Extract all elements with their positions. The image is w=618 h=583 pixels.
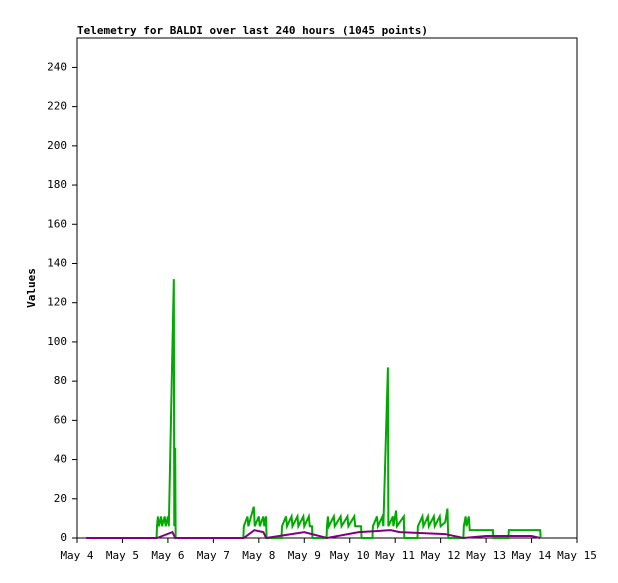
x-tick-label: May 11 (375, 549, 415, 562)
y-tick-label: 240 (47, 60, 67, 73)
x-tick-label: May 8 (242, 549, 275, 562)
y-tick-label: 120 (47, 296, 67, 309)
x-tick-label: May 7 (197, 549, 230, 562)
x-tick-label: May 13 (466, 549, 506, 562)
x-tick-label: May 6 (151, 549, 184, 562)
y-tick-label: 100 (47, 335, 67, 348)
x-tick-label: May 10 (330, 549, 370, 562)
y-tick-label: 40 (54, 453, 67, 466)
x-tick-label: May 5 (106, 549, 139, 562)
x-tick-label: May 12 (421, 549, 461, 562)
x-tick-label: May 14 (512, 549, 552, 562)
series-line (86, 279, 542, 539)
x-tick-label: May 4 (60, 549, 93, 562)
x-tick-label: May 15 (557, 549, 597, 562)
y-tick-label: 160 (47, 217, 67, 230)
y-axis-label: Values (25, 268, 38, 308)
y-tick-label: 60 (54, 413, 67, 426)
y-tick-label: 220 (47, 100, 67, 113)
y-tick-label: 80 (54, 374, 67, 387)
y-tick-label: 140 (47, 256, 67, 269)
y-tick-label: 200 (47, 139, 67, 152)
plot-frame (76, 37, 578, 539)
chart-title: Telemetry for BALDI over last 240 hours … (77, 24, 428, 37)
y-tick-label: 0 (60, 531, 67, 544)
y-tick-label: 180 (47, 178, 67, 191)
x-tick-label: May 9 (288, 549, 321, 562)
series-line (86, 529, 541, 540)
y-tick-label: 20 (54, 492, 67, 505)
